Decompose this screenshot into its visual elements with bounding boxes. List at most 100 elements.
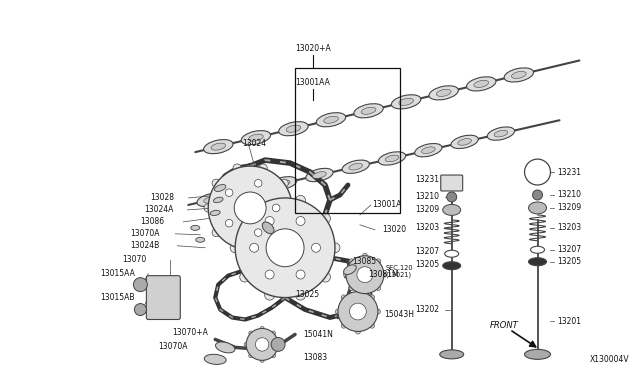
Text: 13001AA: 13001AA [296, 78, 330, 87]
Circle shape [376, 259, 381, 264]
Circle shape [134, 304, 147, 315]
Text: 13020: 13020 [382, 225, 406, 234]
Text: 13209: 13209 [557, 203, 582, 212]
Ellipse shape [361, 107, 376, 114]
Ellipse shape [385, 155, 399, 162]
Text: FRONT: FRONT [490, 321, 518, 330]
Text: 13086: 13086 [140, 217, 164, 227]
Circle shape [250, 243, 259, 252]
Ellipse shape [349, 163, 363, 170]
Circle shape [362, 253, 367, 258]
Circle shape [208, 166, 292, 250]
Circle shape [246, 328, 278, 360]
Text: 13070+A: 13070+A [172, 328, 208, 337]
Circle shape [266, 229, 304, 267]
Circle shape [265, 290, 275, 300]
Ellipse shape [214, 185, 226, 192]
Text: 13024B: 13024B [131, 241, 159, 250]
Text: 13028: 13028 [150, 193, 174, 202]
Ellipse shape [458, 138, 472, 145]
Ellipse shape [445, 250, 459, 257]
Ellipse shape [443, 262, 461, 270]
Ellipse shape [248, 134, 263, 141]
Ellipse shape [440, 350, 464, 359]
Text: 13203: 13203 [415, 223, 439, 232]
Text: 13070A: 13070A [158, 342, 188, 351]
Ellipse shape [269, 177, 297, 190]
Ellipse shape [312, 172, 326, 178]
Circle shape [525, 159, 550, 185]
Circle shape [240, 272, 250, 282]
Circle shape [244, 342, 248, 346]
Text: 13001A: 13001A [372, 201, 401, 209]
Circle shape [447, 192, 457, 202]
Text: 13083: 13083 [303, 353, 327, 362]
Ellipse shape [211, 210, 220, 215]
Ellipse shape [240, 188, 253, 195]
Ellipse shape [504, 68, 534, 82]
Ellipse shape [211, 143, 226, 150]
Circle shape [212, 179, 220, 187]
Circle shape [349, 286, 354, 291]
Text: 13210: 13210 [415, 192, 439, 202]
Circle shape [355, 329, 360, 334]
Text: 13205: 13205 [557, 257, 582, 266]
Text: SEC.120
(13021): SEC.120 (13021) [386, 265, 413, 278]
Ellipse shape [324, 116, 339, 123]
Circle shape [357, 267, 373, 283]
Ellipse shape [422, 147, 435, 154]
Circle shape [271, 337, 285, 352]
Text: 13085: 13085 [352, 257, 376, 266]
Text: 13024: 13024 [242, 139, 266, 148]
Ellipse shape [262, 222, 274, 234]
Circle shape [259, 244, 268, 252]
Circle shape [249, 354, 253, 358]
Circle shape [330, 243, 340, 253]
Ellipse shape [342, 160, 369, 173]
Circle shape [375, 309, 380, 314]
Ellipse shape [392, 95, 421, 109]
Circle shape [376, 286, 381, 291]
Circle shape [271, 331, 275, 335]
Circle shape [233, 244, 241, 252]
Text: X130004V: X130004V [589, 355, 629, 364]
Circle shape [341, 295, 346, 300]
Text: 13207: 13207 [415, 247, 439, 256]
Ellipse shape [467, 77, 496, 91]
Circle shape [204, 204, 212, 212]
FancyBboxPatch shape [441, 175, 463, 191]
Text: 13081M: 13081M [368, 270, 399, 279]
Circle shape [321, 272, 330, 282]
Text: 15043H: 15043H [384, 310, 414, 319]
Circle shape [369, 295, 374, 300]
Ellipse shape [276, 180, 290, 187]
Circle shape [230, 243, 240, 253]
Circle shape [280, 228, 288, 237]
Text: 13024A: 13024A [145, 205, 173, 214]
Ellipse shape [487, 127, 515, 140]
Circle shape [355, 289, 360, 294]
Text: 13209: 13209 [415, 205, 439, 214]
Circle shape [225, 189, 233, 196]
Text: 13070A: 13070A [131, 229, 160, 238]
Circle shape [259, 164, 268, 172]
Circle shape [346, 256, 384, 294]
Circle shape [212, 228, 220, 237]
Ellipse shape [213, 197, 223, 203]
Circle shape [288, 204, 296, 212]
Circle shape [233, 164, 241, 172]
Ellipse shape [354, 104, 383, 118]
Ellipse shape [241, 131, 271, 145]
Ellipse shape [399, 98, 413, 105]
Circle shape [240, 214, 250, 224]
Circle shape [532, 190, 543, 200]
Circle shape [296, 195, 305, 205]
Circle shape [349, 303, 366, 320]
Circle shape [265, 195, 275, 205]
Text: 13202: 13202 [415, 305, 439, 314]
Text: 13015AB: 13015AB [100, 293, 135, 302]
Circle shape [296, 290, 305, 300]
Circle shape [280, 179, 288, 187]
Circle shape [133, 278, 147, 292]
Text: 13207: 13207 [557, 245, 582, 254]
